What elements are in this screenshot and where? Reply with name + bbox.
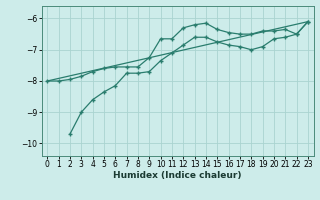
X-axis label: Humidex (Indice chaleur): Humidex (Indice chaleur) <box>113 171 242 180</box>
